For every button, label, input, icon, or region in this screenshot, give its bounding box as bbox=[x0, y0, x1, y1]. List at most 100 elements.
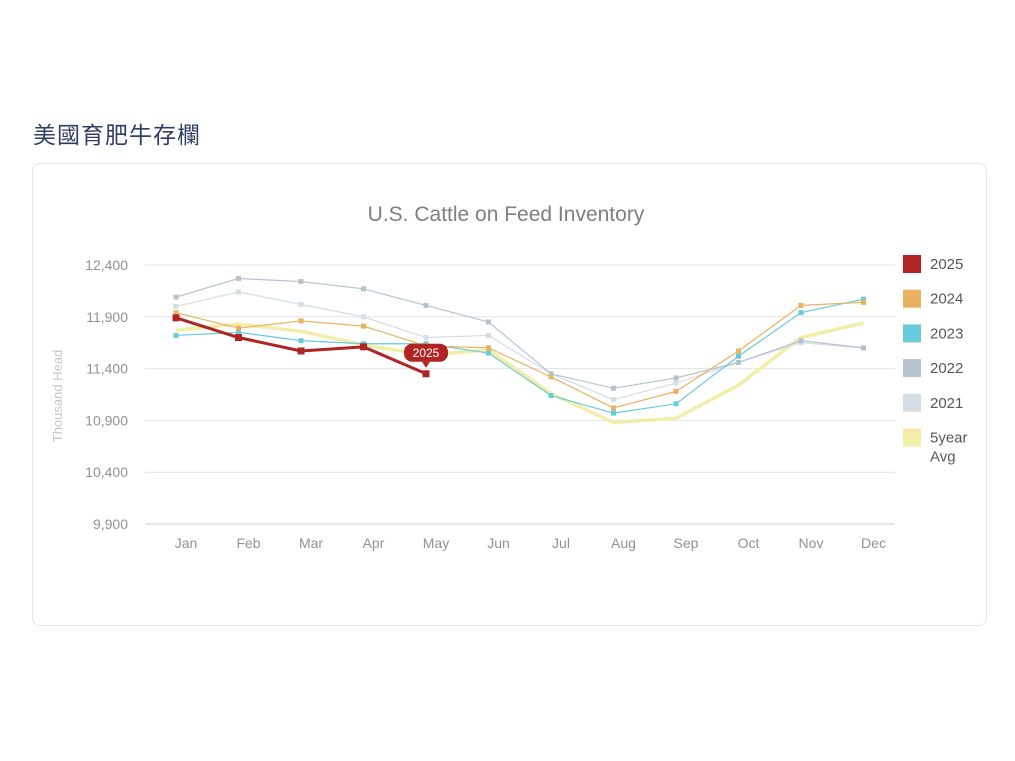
x-tick-label: Oct bbox=[738, 535, 760, 551]
tooltip: 2025 bbox=[404, 343, 448, 368]
legend[interactable]: 2025 2024 2023 2022 2021 5year Avg bbox=[903, 255, 968, 466]
data-point-2022[interactable] bbox=[486, 319, 491, 325]
data-point-2022[interactable] bbox=[548, 371, 554, 377]
series-2022 bbox=[173, 275, 866, 391]
legend-item-2021[interactable]: 2021 bbox=[903, 393, 963, 412]
data-point-2022[interactable] bbox=[361, 286, 366, 292]
x-tick-label: Sep bbox=[674, 535, 699, 551]
data-point-2022[interactable] bbox=[861, 345, 866, 351]
legend-swatch bbox=[903, 324, 921, 343]
x-tick-label: Dec bbox=[861, 535, 886, 551]
data-point-2024[interactable] bbox=[298, 318, 304, 324]
legend-swatch bbox=[903, 255, 921, 273]
data-point-2024[interactable] bbox=[548, 374, 554, 380]
y-tick-label: 12,400 bbox=[85, 257, 128, 273]
gridlines bbox=[145, 264, 895, 525]
data-point-2022[interactable] bbox=[736, 359, 741, 365]
data-point-2025[interactable] bbox=[172, 314, 180, 322]
data-point-2023[interactable] bbox=[486, 350, 491, 356]
data-point-2023[interactable] bbox=[798, 310, 804, 316]
data-point-2024[interactable] bbox=[173, 310, 179, 316]
data-point-2023[interactable] bbox=[548, 393, 554, 399]
data-point-2025[interactable] bbox=[422, 370, 430, 378]
cattle-inventory-chart: U.S. Cattle on Feed Inventory Thousand H… bbox=[50, 203, 968, 551]
y-tick-label: 10,400 bbox=[85, 464, 128, 480]
x-tick-label: Jul bbox=[552, 535, 570, 551]
tooltip-box bbox=[404, 343, 448, 362]
legend-item-2022[interactable]: 2022 bbox=[903, 359, 963, 378]
data-point-2024[interactable] bbox=[798, 302, 804, 308]
y-tick-label: 11,400 bbox=[86, 361, 128, 377]
series-5year-avg bbox=[175, 321, 864, 425]
legend-label: 2025 bbox=[930, 256, 963, 273]
series-line-5year-avg bbox=[175, 321, 864, 425]
y-tick-label: 9,900 bbox=[93, 516, 128, 532]
data-point-2023[interactable] bbox=[673, 401, 679, 407]
data-point-2024[interactable] bbox=[486, 345, 491, 351]
legend-swatch bbox=[903, 428, 921, 447]
data-point-2021[interactable] bbox=[236, 289, 241, 295]
legend-item-5year-avg[interactable]: 5year Avg bbox=[903, 428, 968, 466]
data-point-2023[interactable] bbox=[298, 338, 304, 344]
x-tick-label: Nov bbox=[799, 535, 824, 551]
series-line-2022 bbox=[175, 277, 864, 389]
data-point-2025[interactable] bbox=[235, 334, 242, 342]
series-2023 bbox=[173, 296, 866, 416]
data-point-2023[interactable] bbox=[236, 329, 241, 335]
data-point-2022[interactable] bbox=[173, 294, 179, 300]
data-point-2021[interactable] bbox=[486, 332, 491, 338]
data-point-2021[interactable] bbox=[298, 301, 304, 307]
legend-item-2024[interactable]: 2024 bbox=[903, 289, 963, 308]
legend-swatch bbox=[903, 359, 921, 378]
data-point-2024[interactable] bbox=[861, 299, 866, 305]
x-axis-ticks: Jan Feb Mar Apr May Jun Jul Aug Sep Oct Nov Dec bbox=[175, 535, 886, 551]
data-point-2025[interactable] bbox=[360, 343, 367, 351]
data-point-2021[interactable] bbox=[173, 303, 179, 309]
legend-label: 5year bbox=[930, 430, 968, 447]
x-tick-label: Jun bbox=[487, 535, 510, 551]
data-point-2021[interactable] bbox=[673, 380, 679, 386]
data-point-2023[interactable] bbox=[861, 296, 866, 302]
data-point-2022[interactable] bbox=[236, 275, 241, 281]
data-point-2024[interactable] bbox=[361, 323, 366, 329]
x-tick-label: Feb bbox=[236, 535, 260, 551]
x-tick-label: Apr bbox=[363, 535, 385, 551]
series-line-2024 bbox=[175, 301, 864, 409]
data-point-2021[interactable] bbox=[361, 314, 366, 320]
legend-swatch bbox=[903, 289, 921, 308]
data-point-2024[interactable] bbox=[236, 325, 241, 331]
x-tick-label: May bbox=[423, 535, 449, 551]
data-point-2024[interactable] bbox=[736, 348, 741, 354]
x-tick-label: Aug bbox=[611, 535, 636, 551]
data-point-2023[interactable] bbox=[611, 410, 616, 416]
data-point-2022[interactable] bbox=[423, 302, 429, 308]
data-point-2022[interactable] bbox=[673, 375, 679, 381]
data-point-2023[interactable] bbox=[173, 332, 179, 338]
x-tick-label: Mar bbox=[299, 535, 323, 551]
y-axis-ticks: 12,400 11,900 11,400 10,900 10,400 9,900 bbox=[85, 257, 128, 532]
legend-label: Avg bbox=[930, 449, 956, 466]
x-tick-label: Jan bbox=[175, 535, 198, 551]
series-line-2023 bbox=[175, 298, 864, 414]
series-group bbox=[172, 275, 866, 425]
data-point-2021[interactable] bbox=[611, 397, 616, 403]
legend-label: 2023 bbox=[930, 325, 963, 342]
legend-label: 2024 bbox=[930, 291, 963, 308]
y-axis-label: Thousand Head bbox=[50, 350, 65, 443]
data-point-2024[interactable] bbox=[611, 405, 616, 411]
legend-item-2023[interactable]: 2023 bbox=[903, 324, 963, 343]
data-point-2021[interactable] bbox=[423, 335, 429, 341]
data-point-2022[interactable] bbox=[611, 385, 616, 391]
series-2024 bbox=[173, 299, 866, 411]
data-point-2022[interactable] bbox=[798, 338, 804, 344]
legend-item-2025[interactable]: 2025 bbox=[903, 255, 963, 273]
data-point-2024[interactable] bbox=[673, 388, 679, 394]
tooltip-label: 2025 bbox=[413, 346, 440, 360]
tooltip-pointer bbox=[422, 361, 430, 368]
data-point-2022[interactable] bbox=[298, 279, 304, 285]
y-tick-label: 11,900 bbox=[86, 309, 128, 325]
data-point-2025[interactable] bbox=[297, 347, 305, 355]
legend-label: 2021 bbox=[930, 395, 963, 412]
data-point-2023[interactable] bbox=[736, 353, 741, 359]
legend-swatch bbox=[903, 393, 921, 412]
